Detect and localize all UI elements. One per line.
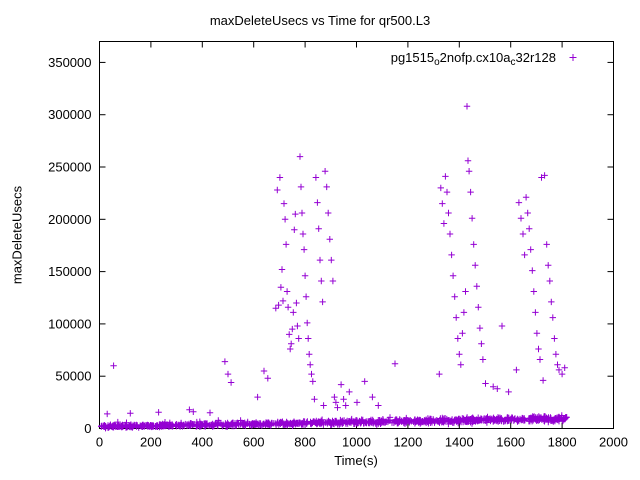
legend-marker (569, 54, 577, 61)
y-tick-label: 300000 (48, 107, 91, 122)
legend: pg1515o2nofp.cx10ac32r128 (391, 50, 577, 68)
x-tick-label: 1000 (342, 435, 371, 450)
y-tick-label: 200000 (48, 212, 91, 227)
y-tick-label: 150000 (48, 264, 91, 279)
x-tick-label: 1400 (445, 435, 474, 450)
x-tick-label: 2000 (599, 435, 628, 450)
y-tick-label: 100000 (48, 316, 91, 331)
x-tick-label: 600 (243, 435, 265, 450)
y-axis-title: maxDeleteUsecs (9, 185, 25, 285)
chart-title: maxDeleteUsecs vs Time for qr500.L3 (209, 13, 431, 28)
y-tick-label: 350000 (48, 55, 91, 70)
x-tick-label: 200 (140, 435, 162, 450)
x-tick-label: 1200 (393, 435, 422, 450)
y-tick-label: 250000 (48, 160, 91, 175)
x-tick-label: 0 (96, 435, 103, 450)
legend-label: pg1515o2nofp.cx10ac32r128 (391, 50, 556, 68)
tick-labels: 0 200 400 600 800 1000 1200 1400 1600 1800 2000 0 50… (48, 55, 628, 450)
x-tick-label: 800 (294, 435, 316, 450)
y-tick-label: 50000 (55, 369, 91, 384)
data-points (98, 103, 570, 432)
x-axis-title: Time(s) (334, 453, 378, 468)
x-tick-label: 1600 (496, 435, 525, 450)
x-tick-label: 1800 (548, 435, 577, 450)
y-tick-label: 0 (84, 421, 91, 436)
plot-border (99, 41, 614, 429)
x-tick-label: 400 (191, 435, 213, 450)
axis-ticks (99, 41, 614, 429)
